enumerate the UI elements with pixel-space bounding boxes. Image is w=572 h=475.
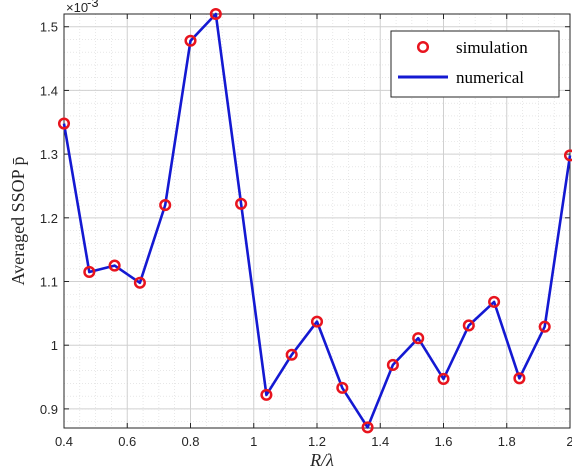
simulation-point (462, 319, 475, 332)
x-tick-label: 0.6 (118, 434, 136, 449)
simulation-point (285, 348, 298, 361)
legend-box (390, 30, 560, 98)
simulation-point (260, 388, 273, 401)
y-axis: 0.9 1 1.1 1.2 1.3 1.4 1.5 (40, 20, 570, 417)
grid (63, 13, 571, 428)
simulation-point (108, 259, 121, 272)
x-tick-label: 1.8 (498, 434, 516, 449)
x-tick-label: 1 (250, 434, 257, 449)
simulation-point (386, 358, 399, 371)
x-axis: 0.4 0.6 0.8 1 1.2 1.4 1.6 1.8 2 (55, 14, 572, 449)
series-line-numerical (62, 12, 572, 429)
simulation-point (412, 332, 425, 345)
y-axis-label: Averaged SSOP p̄ (8, 157, 28, 286)
x-tick-label: 1.4 (371, 434, 389, 449)
y-tick-label: 1.2 (40, 211, 58, 226)
simulation-point (538, 320, 551, 333)
y-tick-label: 0.9 (40, 402, 58, 417)
simulation-point (563, 149, 572, 162)
y-multiplier-exponent: -3 (87, 0, 99, 10)
legend: simulation numerical (390, 30, 560, 98)
legend-simulation-label: simulation (456, 38, 528, 57)
simulation-point (235, 197, 248, 210)
simulation-point (488, 295, 501, 308)
x-tick-label: 0.4 (55, 434, 73, 449)
simulation-point (184, 34, 197, 47)
y-multiplier-base: ×10 (66, 0, 88, 15)
x-tick-label: 2 (566, 434, 572, 449)
x-tick-label: 1.6 (434, 434, 452, 449)
simulation-point (209, 7, 222, 21)
simulation-point (336, 381, 349, 394)
y-tick-label: 1.4 (40, 83, 58, 98)
x-tick-label: 1.2 (308, 434, 326, 449)
simulation-point (133, 276, 146, 289)
y-tick-label: 1.5 (40, 20, 58, 35)
simulation-point (159, 199, 172, 212)
simulation-point (361, 421, 374, 434)
y-tick-label: 1.1 (40, 275, 58, 290)
x-axis-label: R/λ (309, 450, 334, 470)
y-tick-label: 1.3 (40, 147, 58, 162)
x-tick-label: 0.8 (181, 434, 199, 449)
simulation-point (437, 372, 450, 386)
simulation-point (83, 265, 96, 279)
legend-numerical-label: numerical (456, 68, 524, 87)
simulation-point (57, 117, 71, 130)
y-tick-label: 1 (51, 338, 58, 353)
legend-simulation-marker (416, 40, 430, 54)
series-layer (57, 7, 572, 434)
simulation-point (310, 315, 324, 328)
simulation-point (513, 372, 526, 385)
